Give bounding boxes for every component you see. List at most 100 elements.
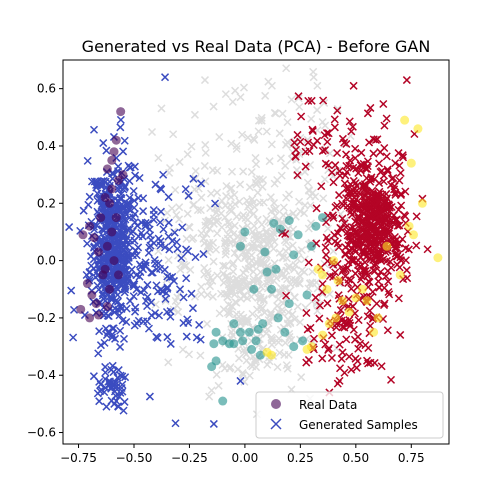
generated-sample-point [402, 76, 411, 85]
real-data-point [289, 250, 299, 260]
generated-sample-point [294, 278, 303, 287]
generated-sample-point [308, 188, 317, 197]
generated-sample-point [333, 239, 342, 248]
generated-sample-point [325, 149, 334, 158]
generated-sample-point [152, 332, 161, 341]
generated-sample-point [110, 387, 119, 396]
generated-sample-point [145, 243, 154, 252]
real-data-point [351, 293, 361, 303]
generated-sample-point [187, 142, 196, 151]
generated-sample-point [161, 73, 170, 82]
generated-sample-point [366, 103, 375, 112]
generated-sample-point [347, 365, 356, 374]
generated-sample-point [351, 179, 360, 188]
generated-sample-point [330, 115, 339, 124]
generated-sample-point [243, 215, 252, 224]
generated-sample-point [187, 235, 197, 244]
generated-sample-point [168, 272, 177, 281]
generated-sample-point [115, 194, 125, 203]
real-data-point [111, 135, 121, 145]
generated-sample-point [247, 242, 256, 251]
generated-sample-point [351, 229, 360, 238]
y-tick-label: 0.0 [37, 254, 56, 268]
generated-sample-point [238, 130, 247, 139]
generated-sample-point [239, 268, 248, 277]
real-data-point [102, 164, 112, 174]
generated-sample-point [401, 212, 410, 221]
generated-sample-point [140, 286, 149, 295]
generated-sample-point [145, 225, 154, 234]
generated-sample-point [112, 396, 121, 406]
generated-sample-point [169, 276, 179, 285]
generated-sample-point [283, 364, 292, 373]
generated-sample-point [369, 206, 378, 215]
generated-sample-point [235, 197, 244, 206]
generated-sample-point [249, 209, 258, 218]
generated-sample-point [390, 185, 399, 194]
real-data-point [218, 396, 228, 406]
generated-sample-point [120, 397, 129, 406]
generated-sample-point [372, 299, 381, 308]
real-data-point [107, 184, 117, 194]
generated-sample-point [219, 261, 228, 270]
generated-sample-point [286, 280, 295, 289]
generated-sample-point [342, 139, 351, 148]
generated-sample-point [338, 214, 347, 223]
generated-sample-point [158, 287, 167, 296]
generated-sample-point [211, 217, 220, 226]
generated-sample-point [303, 178, 312, 187]
generated-sample-point [182, 245, 191, 254]
generated-sample-point [125, 177, 134, 186]
generated-sample-point [151, 300, 160, 309]
generated-sample-point [119, 334, 129, 343]
generated-sample-point [251, 153, 260, 162]
generated-sample-point [382, 114, 391, 123]
generated-sample-point [266, 308, 275, 317]
generated-sample-point [278, 109, 287, 118]
generated-sample-point [239, 167, 248, 176]
generated-sample-point [211, 245, 221, 254]
generated-sample-point [182, 332, 191, 341]
generated-sample-point [172, 301, 181, 310]
generated-sample-point [228, 302, 237, 311]
generated-sample-point [230, 249, 239, 258]
x-tick-label: 0.25 [287, 451, 314, 465]
generated-sample-point [101, 383, 110, 392]
generated-sample-point [239, 370, 248, 379]
generated-sample-point [372, 224, 381, 233]
generated-sample-point [372, 260, 381, 269]
generated-sample-point [248, 227, 257, 236]
generated-sample-point [221, 272, 230, 281]
generated-sample-point [252, 175, 261, 184]
real-data-point [211, 327, 221, 337]
generated-sample-point [354, 256, 363, 265]
generated-sample-point [373, 253, 382, 262]
generated-sample-point [232, 212, 241, 221]
generated-sample-point [353, 218, 363, 227]
real-data-point [118, 170, 128, 180]
real-data-point [413, 124, 423, 134]
generated-sample-point [135, 173, 144, 183]
generated-sample-point [246, 361, 255, 370]
generated-sample-point [127, 229, 136, 238]
generated-sample-point [293, 130, 302, 139]
generated-sample-point [147, 311, 156, 320]
generated-sample-point [200, 76, 210, 85]
generated-sample-point [377, 362, 386, 371]
real-data-point [302, 344, 312, 354]
points-layer [65, 64, 443, 428]
generated-sample-point [217, 196, 226, 205]
generated-sample-point [356, 161, 365, 170]
generated-sample-point [371, 135, 380, 145]
generated-sample-point [201, 148, 210, 157]
generated-sample-point [207, 386, 216, 395]
real-data-point [111, 213, 121, 223]
y-tick-label: 0.6 [37, 82, 56, 96]
generated-sample-point [243, 314, 252, 323]
x-tick-label: 0.50 [342, 451, 369, 465]
generated-sample-point [171, 185, 180, 195]
real-data-point [116, 107, 126, 117]
generated-sample-point [249, 267, 258, 276]
generated-sample-point [282, 238, 291, 247]
generated-sample-point [390, 220, 399, 229]
